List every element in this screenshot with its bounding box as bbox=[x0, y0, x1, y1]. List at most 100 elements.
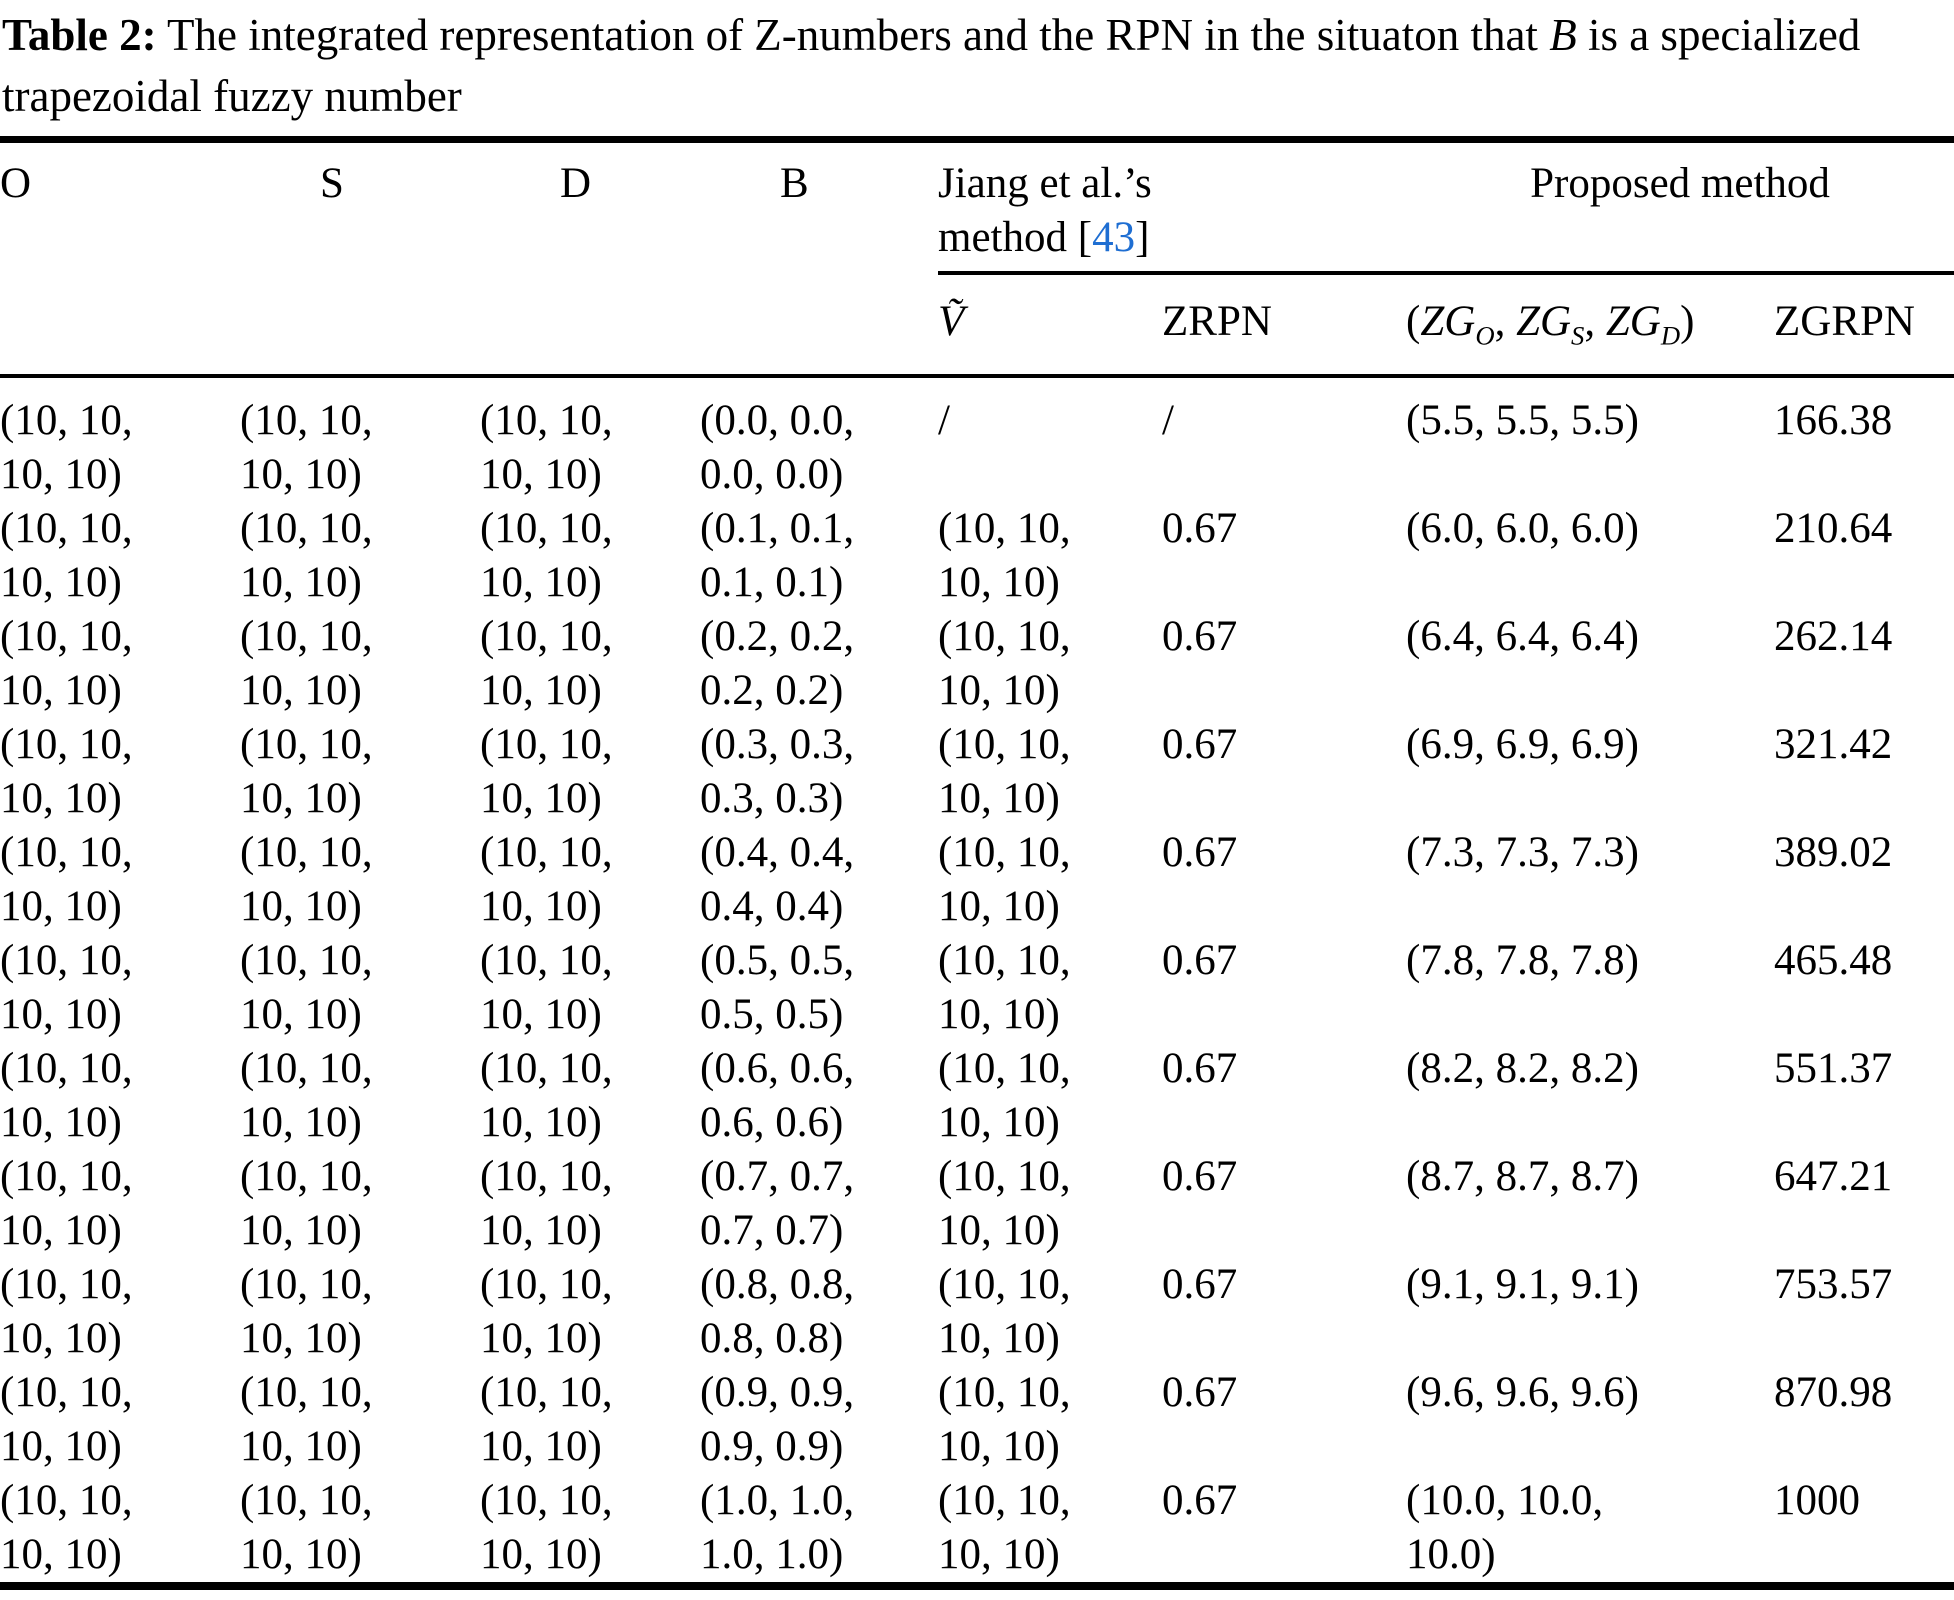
table-cell: (6.0, 6.0, 6.0) bbox=[1406, 505, 1639, 552]
citation-ref-43[interactable]: 43 bbox=[1092, 214, 1136, 261]
table-cell: 0.67 bbox=[1162, 1261, 1238, 1308]
table-cell: (0.5, 0.5, 0.5, 0.5) bbox=[700, 937, 855, 1038]
col-header-o: O bbox=[0, 139, 240, 378]
table-cell: (10, 10, 10, 10) bbox=[938, 1369, 1071, 1470]
table-row: (10, 10, 10, 10) (10, 10, 10, 10) (10, 1… bbox=[0, 610, 1954, 718]
table-cell: (10, 10, 10, 10) bbox=[938, 1153, 1071, 1254]
table-cell: (10, 10, 10, 10) bbox=[0, 613, 133, 714]
table-cell: (10, 10, 10, 10) bbox=[938, 721, 1071, 822]
table-row: (10, 10, 10, 10) (10, 10, 10, 10) (10, 1… bbox=[0, 1258, 1954, 1366]
table-cell: (9.1, 9.1, 9.1) bbox=[1406, 1261, 1639, 1308]
table-cell: (10, 10, 10, 10) bbox=[480, 937, 613, 1038]
table-cell: (10, 10, 10, 10) bbox=[0, 1261, 133, 1362]
table-cell: 753.57 bbox=[1774, 1261, 1893, 1308]
table-cell: (10, 10, 10, 10) bbox=[240, 505, 373, 606]
table-row: (10, 10, 10, 10) (10, 10, 10, 10) (10, 1… bbox=[0, 1474, 1954, 1586]
table-cell: (10, 10, 10, 10) bbox=[240, 1477, 373, 1578]
table-row: (10, 10, 10, 10) (10, 10, 10, 10) (10, 1… bbox=[0, 502, 1954, 610]
jiang-method-line1: Jiang et al.’s bbox=[938, 160, 1152, 207]
table-cell: 166.38 bbox=[1774, 397, 1893, 444]
table-cell: 870.98 bbox=[1774, 1369, 1893, 1416]
table-cell: / bbox=[938, 397, 950, 444]
table-cell: (10, 10, 10, 10) bbox=[0, 1477, 133, 1578]
table-cell: 647.21 bbox=[1774, 1153, 1893, 1200]
table-cell: (0.6, 0.6, 0.6, 0.6) bbox=[700, 1045, 855, 1146]
table-cell: (10, 10, 10, 10) bbox=[0, 1369, 133, 1470]
table-cell: (0.7, 0.7, 0.7, 0.7) bbox=[700, 1153, 855, 1254]
caption-line2: trapezoidal fuzzy number bbox=[2, 71, 462, 121]
table-cell: 321.42 bbox=[1774, 721, 1893, 768]
table-cell: 0.67 bbox=[1162, 1153, 1238, 1200]
table-cell: (10, 10, 10, 10) bbox=[240, 1045, 373, 1146]
subheader-zgrpn: ZGRPN bbox=[1760, 273, 1954, 378]
table-cell: (10, 10, 10, 10) bbox=[480, 829, 613, 930]
table-cell: (10, 10, 10, 10) bbox=[240, 1261, 373, 1362]
subheader-zg: (ZGO, ZGS, ZGD) bbox=[1406, 273, 1761, 378]
table-row: (10, 10, 10, 10) (10, 10, 10, 10) (10, 1… bbox=[0, 934, 1954, 1042]
table-cell: (6.4, 6.4, 6.4) bbox=[1406, 613, 1639, 660]
col-header-s: S bbox=[240, 139, 480, 378]
table-cell: / bbox=[1162, 397, 1174, 444]
table-cell: (6.9, 6.9, 6.9) bbox=[1406, 721, 1639, 768]
table-cell: (10, 10, 10, 10) bbox=[0, 505, 133, 606]
table-cell: (10, 10, 10, 10) bbox=[240, 1369, 373, 1470]
table-cell: (8.7, 8.7, 8.7) bbox=[1406, 1153, 1639, 1200]
table-cell: 0.67 bbox=[1162, 1369, 1238, 1416]
table-row: (10, 10, 10, 10) (10, 10, 10, 10) (10, 1… bbox=[0, 1366, 1954, 1474]
table-cell: (9.6, 9.6, 9.6) bbox=[1406, 1369, 1639, 1416]
caption-text: is a specialized bbox=[1576, 10, 1861, 60]
table-cell: 0.67 bbox=[1162, 829, 1238, 876]
table-cell: (10, 10, 10, 10) bbox=[480, 505, 613, 606]
col-header-b: B bbox=[700, 139, 938, 378]
table-cell: (0.8, 0.8, 0.8, 0.8) bbox=[700, 1261, 855, 1362]
table-cell: 262.14 bbox=[1774, 613, 1893, 660]
table-cell: (10, 10, 10, 10) bbox=[240, 1153, 373, 1254]
table-row: (10, 10, 10, 10) (10, 10, 10, 10) (10, 1… bbox=[0, 376, 1954, 502]
table-cell: (10, 10, 10, 10) bbox=[240, 397, 373, 498]
table-row: (10, 10, 10, 10) (10, 10, 10, 10) (10, 1… bbox=[0, 1042, 1954, 1150]
subheader-zrpn: ZRPN bbox=[1162, 273, 1407, 378]
table-cell: (10, 10, 10, 10) bbox=[938, 937, 1071, 1038]
table-cell: 389.02 bbox=[1774, 829, 1893, 876]
table-cell: (10, 10, 10, 10) bbox=[480, 1153, 613, 1254]
table-cell: 1000 bbox=[1774, 1477, 1861, 1524]
table-cell: (10, 10, 10, 10) bbox=[938, 1477, 1071, 1578]
table-cell: (10, 10, 10, 10) bbox=[0, 937, 133, 1038]
table-cell: 0.67 bbox=[1162, 937, 1238, 984]
table-cell: (10, 10, 10, 10) bbox=[480, 613, 613, 714]
table-row: (10, 10, 10, 10) (10, 10, 10, 10) (10, 1… bbox=[0, 1150, 1954, 1258]
table-cell: (10, 10, 10, 10) bbox=[480, 1477, 613, 1578]
caption-label: Table 2: bbox=[2, 10, 157, 60]
jiang-method-line2: method [ bbox=[938, 214, 1093, 261]
table-cell: 0.67 bbox=[1162, 721, 1238, 768]
table-cell: (0.4, 0.4, 0.4, 0.4) bbox=[700, 829, 855, 930]
table-cell: 0.67 bbox=[1162, 1045, 1238, 1092]
table-cell: (10, 10, 10, 10) bbox=[938, 829, 1071, 930]
table-cell: (10, 10, 10, 10) bbox=[0, 721, 133, 822]
table-cell: (10, 10, 10, 10) bbox=[938, 505, 1071, 606]
table-cell: 210.64 bbox=[1774, 505, 1893, 552]
table-cell: (10, 10, 10, 10) bbox=[0, 397, 133, 498]
table-cell: (8.2, 8.2, 8.2) bbox=[1406, 1045, 1639, 1092]
table-cell: (0.2, 0.2, 0.2, 0.2) bbox=[700, 613, 855, 714]
table-cell: (0.3, 0.3, 0.3, 0.3) bbox=[700, 721, 855, 822]
table-cell: (0.1, 0.1, 0.1, 0.1) bbox=[700, 505, 855, 606]
table-cell: (10, 10, 10, 10) bbox=[240, 721, 373, 822]
table-cell: (10, 10, 10, 10) bbox=[938, 1261, 1071, 1362]
table-cell: (10, 10, 10, 10) bbox=[480, 1369, 613, 1470]
table-cell: (10, 10, 10, 10) bbox=[0, 1153, 133, 1254]
jiang-method-bracket-close: ] bbox=[1135, 214, 1150, 261]
table-cell: (0.0, 0.0, 0.0, 0.0) bbox=[700, 397, 855, 498]
table-cell: (5.5, 5.5, 5.5) bbox=[1406, 397, 1639, 444]
table-cell: (1.0, 1.0, 1.0, 1.0) bbox=[700, 1477, 855, 1578]
table-cell: (7.3, 7.3, 7.3) bbox=[1406, 829, 1639, 876]
table-cell: (0.9, 0.9, 0.9, 0.9) bbox=[700, 1369, 855, 1470]
caption-emphasis: B bbox=[1549, 10, 1577, 60]
table-cell: (10, 10, 10, 10) bbox=[480, 1045, 613, 1146]
header-row-groups: O S D B Jiang et al.’s method [43] Propo… bbox=[0, 139, 1954, 378]
table-cell: (10, 10, 10, 10) bbox=[938, 1045, 1071, 1146]
table-cell: (10, 10, 10, 10) bbox=[480, 397, 613, 498]
table-cell: 0.67 bbox=[1162, 613, 1238, 660]
table-caption: Table 2: The integrated representation o… bbox=[0, 0, 1954, 136]
table-cell: 551.37 bbox=[1774, 1045, 1893, 1092]
